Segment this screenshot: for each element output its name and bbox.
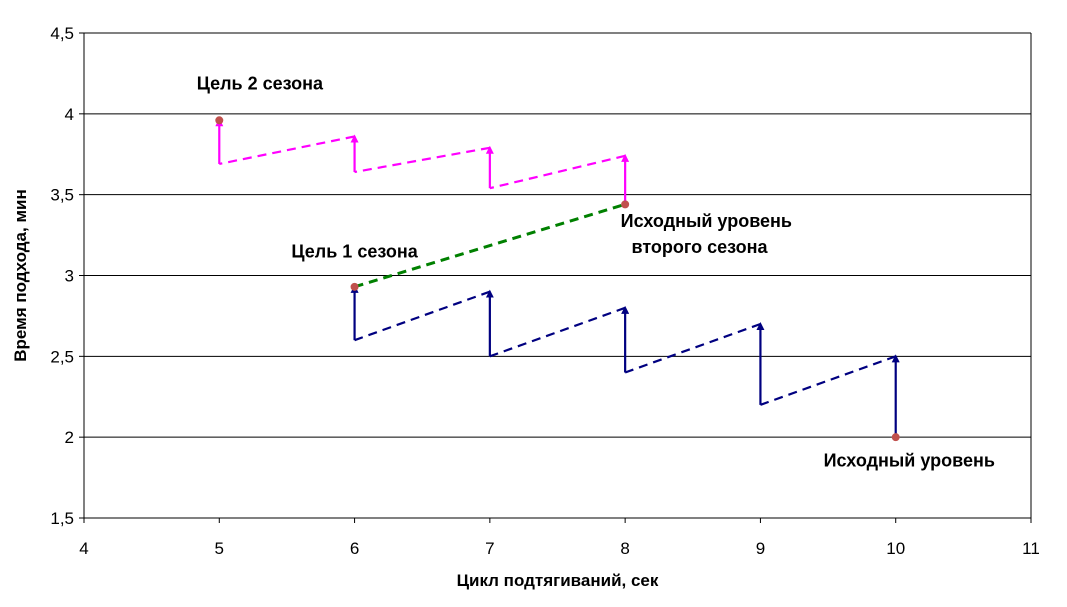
x-tick-label: 5 bbox=[215, 539, 224, 558]
y-tick-label: 1,5 bbox=[50, 509, 74, 528]
series-2-segment bbox=[354, 202, 626, 289]
x-tick-label: 4 bbox=[79, 539, 88, 558]
series-0-segment bbox=[489, 306, 626, 358]
y-tick-label: 3 bbox=[65, 267, 74, 286]
annotation-label: второго сезона bbox=[632, 237, 769, 257]
y-tick-label: 2 bbox=[65, 428, 74, 447]
axes: 1,5 2 2,5 3 3,5 4 4,5 4 5 6 7 8 9 10 11 bbox=[50, 24, 1039, 558]
y-tick-label: 4 bbox=[65, 105, 74, 124]
data-point-marker bbox=[215, 116, 224, 125]
y-axis-title: Время подхода, мин bbox=[11, 189, 30, 362]
markers bbox=[215, 116, 900, 442]
series bbox=[215, 118, 900, 438]
y-tick-label: 4,5 bbox=[50, 24, 74, 43]
gridlines bbox=[84, 32, 1032, 518]
annotation-label: Исходный уровень bbox=[621, 211, 792, 231]
x-tick-label: 8 bbox=[620, 539, 629, 558]
data-point-marker bbox=[621, 200, 630, 209]
y-tick-label: 2,5 bbox=[50, 347, 74, 366]
labels: Цель 2 сезона Цель 1 сезона Исходный урове… bbox=[197, 74, 995, 471]
annotation-label: Цель 1 сезона bbox=[291, 242, 418, 262]
data-point-marker bbox=[891, 433, 900, 442]
x-tick-label: 9 bbox=[756, 539, 765, 558]
series-0-segment bbox=[624, 322, 761, 374]
x-tick-label: 7 bbox=[485, 539, 494, 558]
series-0-segment bbox=[760, 355, 897, 406]
x-tick-label: 10 bbox=[886, 539, 905, 558]
annotation-label: Цель 2 сезона bbox=[197, 74, 324, 94]
x-tick-label: 11 bbox=[1022, 539, 1040, 558]
data-point-marker bbox=[350, 282, 359, 291]
y-tick-label: 3,5 bbox=[50, 186, 74, 205]
x-tick-label: 6 bbox=[350, 539, 359, 558]
annotation-label: Исходный уровень bbox=[824, 450, 995, 470]
x-axis-title: Цикл подтягиваний, сек bbox=[457, 571, 659, 590]
series-0-segment bbox=[354, 290, 491, 342]
series-1-segment bbox=[489, 154, 626, 190]
series-1-segment bbox=[354, 146, 491, 174]
series-1-segment bbox=[219, 135, 355, 166]
